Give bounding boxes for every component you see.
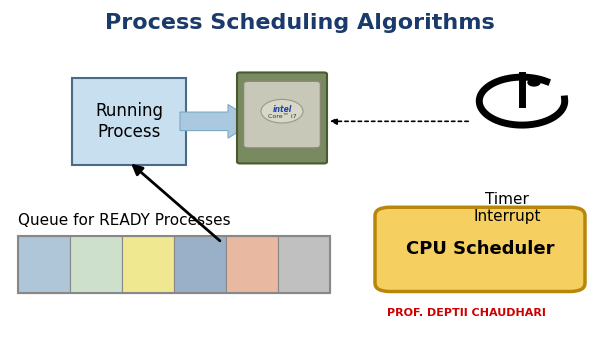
- FancyBboxPatch shape: [72, 78, 186, 165]
- Text: Running
Process: Running Process: [95, 102, 163, 141]
- FancyBboxPatch shape: [237, 72, 327, 163]
- FancyArrow shape: [180, 104, 255, 138]
- Text: PROF. DEPTII CHAUDHARI: PROF. DEPTII CHAUDHARI: [387, 308, 546, 318]
- Bar: [226, 236, 278, 293]
- Bar: [174, 236, 226, 293]
- Bar: [278, 236, 330, 293]
- Text: CPU Scheduler: CPU Scheduler: [406, 240, 554, 258]
- Bar: [18, 236, 330, 293]
- Circle shape: [528, 79, 540, 86]
- Text: Timer
Interrupt: Timer Interrupt: [473, 192, 541, 224]
- Text: Core™ i7: Core™ i7: [268, 114, 296, 119]
- Text: intel: intel: [272, 105, 292, 114]
- Bar: [70, 236, 122, 293]
- Circle shape: [261, 99, 303, 123]
- Text: Queue for READY Processes: Queue for READY Processes: [18, 213, 230, 228]
- Text: Process Scheduling Algorithms: Process Scheduling Algorithms: [105, 13, 495, 33]
- Bar: [18, 236, 70, 293]
- FancyBboxPatch shape: [375, 207, 585, 292]
- Bar: [122, 236, 174, 293]
- FancyBboxPatch shape: [244, 81, 320, 148]
